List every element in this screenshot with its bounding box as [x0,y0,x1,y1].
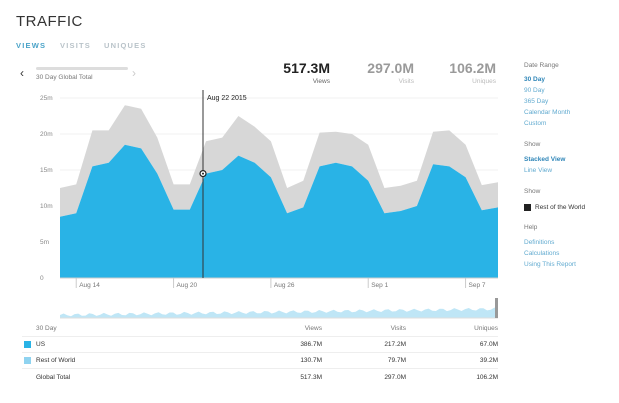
range-scroll-bar[interactable] [36,67,128,70]
traffic-chart[interactable]: 0 5m 10m 15m 20m 25m Aug 14 Aug 20 Aug 26 Sep 1 S… [0,88,510,323]
stat-visits: 297.0M Visits [334,60,414,85]
overview-mini-chart[interactable] [60,298,498,319]
rest-of-world-checkbox[interactable] [524,204,531,211]
table-row-row-uniques: 39.2M [479,357,498,364]
date-range-custom[interactable]: Custom [524,120,547,127]
table-header-uniques: Uniques [474,325,498,332]
show-view-heading: Show [524,141,541,148]
x-tick-label: Sep 1 [371,282,388,289]
series-area-us[interactable] [60,144,498,278]
date-range-heading: Date Range [524,62,559,69]
table-header-period: 30 Day [36,325,57,332]
x-tick-label: Aug 20 [177,282,198,289]
table-row-total-views: 517.3M [300,374,322,381]
table-row-us-views: 386.7M [300,341,322,348]
y-tick-label: 5m [40,239,49,246]
table-row-us-visits: 217.2M [384,341,406,348]
y-tick-label: 15m [40,167,53,174]
help-heading: Help [524,224,538,231]
table-header-views: Views [304,325,322,332]
y-axis: 0 5m 10m 15m 20m 25m [40,95,53,282]
tab-views[interactable]: VIEWS [16,41,47,50]
show-series-heading: Show [524,188,541,195]
table-row-row-visits: 79.7M [387,357,406,364]
prev-range-icon[interactable]: ‹ [20,66,24,80]
stat-views-label: Views [312,78,330,85]
mini-area [60,307,498,318]
stat-uniques: 106.2M Uniques [416,60,496,85]
line-view-option[interactable]: Line View [524,167,553,174]
table-row-total-uniques: 106.2M [476,374,498,381]
date-range-30-day[interactable]: 30 Day [524,76,545,83]
hover-point-center [202,172,204,175]
stat-views: 517.3M Views [250,60,330,85]
stat-views-value: 517.3M [283,60,330,76]
table-divider [22,352,498,353]
y-tick-label: 25m [40,95,53,102]
y-tick-label: 0 [40,275,44,282]
table-row-total-name: Global Total [36,374,71,381]
table-row-row-name: Rest of World [36,357,76,364]
table-row-row-views: 130.7M [300,357,322,364]
table-divider [22,368,498,369]
page-title: TRAFFIC [16,13,83,30]
stacked-view-option[interactable]: Stacked View [524,156,566,163]
tab-visits[interactable]: VISITS [60,41,91,50]
x-tick-label: Aug 14 [79,282,100,289]
help-definitions-link[interactable]: Definitions [524,239,555,246]
mini-range-handle[interactable] [495,298,498,318]
stat-uniques-label: Uniques [472,78,496,85]
table-divider [22,336,498,337]
stat-uniques-value: 106.2M [449,60,496,76]
date-range-90-day[interactable]: 90 Day [524,87,545,94]
date-range-365-day[interactable]: 365 Day [524,98,549,105]
us-color-swatch [24,341,31,348]
series-area-rest-of-world[interactable] [60,105,498,217]
range-label: 30 Day Global Total [36,74,93,81]
table-row-us-uniques: 67.0M [479,341,498,348]
x-tick-label: Sep 7 [469,282,486,289]
rest-of-world-color-swatch [24,357,31,364]
chart-areas [60,105,498,279]
hover-marker: Aug 22 2015 [199,90,247,278]
y-tick-label: 20m [40,131,53,138]
stat-visits-label: Visits [398,78,414,85]
hover-date-label: Aug 22 2015 [207,95,247,102]
help-calculations-link[interactable]: Calculations [524,250,560,257]
date-range-calendar-month[interactable]: Calendar Month [524,109,571,116]
rest-of-world-toggle-label[interactable]: Rest of the World [535,204,586,211]
y-tick-label: 10m [40,203,53,210]
next-range-icon[interactable]: › [132,66,136,80]
stat-visits-value: 297.0M [367,60,414,76]
help-using-report-link[interactable]: Using This Report [524,261,576,268]
x-tick-label: Aug 26 [274,282,295,289]
table-row-total-visits: 297.0M [384,374,406,381]
table-header-visits: Visits [390,325,406,332]
tab-uniques[interactable]: UNIQUES [104,41,147,50]
x-axis: Aug 14 Aug 20 Aug 26 Sep 1 Sep 7 [75,278,486,289]
table-row-us-name: US [36,341,46,348]
